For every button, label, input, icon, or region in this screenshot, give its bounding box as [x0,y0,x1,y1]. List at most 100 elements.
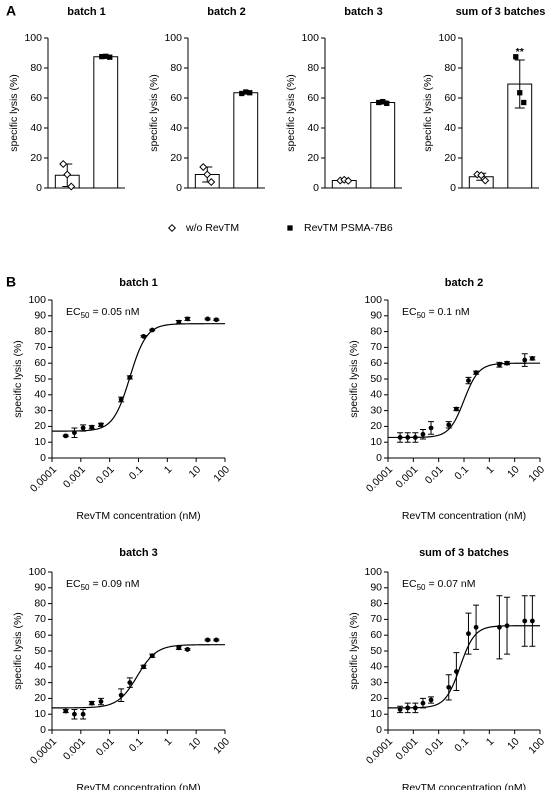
y-tick-label: 10 [370,708,382,720]
y-tick-label: 80 [34,597,46,609]
point [453,406,459,412]
y-tick-label: 40 [34,661,46,673]
x-tick-label: 0.01 [94,735,117,758]
y-tick-label: 100 [164,32,182,44]
point [428,697,434,703]
annotation-subscript: 50 [417,583,426,592]
x-tick-label: 10 [187,463,204,480]
x-tick-label: 0.001 [61,735,88,762]
chart-title: batch 1 [119,277,158,289]
point [127,680,133,685]
y-tick-label: 90 [34,582,46,594]
y-tick-label: 40 [30,122,42,134]
fit-curve [387,625,540,709]
chart-title: batch 1 [67,6,106,18]
y-axis-label: specific lysis (%) [8,74,20,152]
y-tick-label: 0 [36,182,42,194]
x-tick-label: 0.1 [452,463,471,482]
point [247,90,253,96]
y-tick-label: 0 [40,724,46,736]
y-tick-label: 60 [34,629,46,641]
point [213,637,219,643]
y-tick-label: 100 [364,566,382,578]
y-tick-label: 70 [370,341,382,353]
point [522,618,528,624]
y-tick-label: 10 [34,436,46,448]
y-tick-label: 60 [34,357,46,369]
point [380,98,386,105]
point [205,637,211,643]
y-tick-label: 80 [34,325,46,337]
legend-label: RevTM PSMA-7B6 [304,222,393,234]
y-tick-label: 50 [370,645,382,657]
x-tick-label: 0.0001 [28,463,59,494]
chart-title: sum of 3 batches [456,6,546,18]
y-tick-label: 20 [170,152,182,164]
x-tick-label: 10 [187,735,204,752]
y-tick-label: 80 [370,597,382,609]
point [89,424,95,430]
point [473,624,479,630]
x-tick-label: 100 [211,735,232,756]
y-tick-label: 60 [170,92,182,104]
bar [370,102,396,189]
point [446,684,452,690]
panel-label: A [6,3,16,19]
x-tick-label: 0.0001 [364,463,395,494]
point [127,375,133,380]
error-bar [514,59,525,109]
point [376,99,382,106]
y-tick-label: 100 [438,32,456,44]
point [420,700,426,706]
point [397,435,403,440]
point [176,645,182,651]
annotation-text: = 0.09 nM [93,578,140,590]
annotation: EC50 = 0.1 nM [402,306,470,320]
annotation-text: = 0.1 nM [429,306,470,318]
point [185,316,190,322]
chart-title: sum of 3 batches [419,547,509,559]
y-tick-label: 30 [370,404,382,416]
y-tick-label: 40 [34,389,46,401]
annotation-text: = 0.05 nM [93,306,140,318]
point [466,631,471,637]
y-axis-label: specific lysis (%) [12,340,24,418]
x-tick-label: 0.01 [423,735,446,758]
point [107,54,113,60]
y-tick-label: 20 [34,692,46,704]
annotation-text: EC [402,578,417,590]
y-tick-label: 40 [170,122,182,134]
x-axis-label: RevTM concentration (nM) [402,510,526,522]
y-tick-label: 20 [34,420,46,432]
y-tick-label: 100 [301,32,319,44]
y-tick-label: 60 [307,92,319,104]
y-tick-label: 100 [28,566,46,578]
point [477,171,486,180]
x-tick-label: 1 [484,463,497,476]
y-tick-label: 30 [34,676,46,688]
x-tick-label: 1 [484,735,497,748]
annotation-text: = 0.07 nM [429,578,476,590]
legend-label: w/o RevTM [185,222,239,234]
y-tick-label: 10 [34,708,46,720]
point [72,711,77,717]
annotation-text: EC [66,306,81,318]
point [517,90,523,96]
y-tick-label: 80 [444,62,456,74]
point [481,176,490,185]
y-tick-label: 90 [370,310,382,322]
fit-curve [52,644,225,709]
point [67,182,76,191]
panel-label: B [6,274,16,290]
y-tick-label: 40 [307,122,319,134]
point [405,705,411,711]
y-tick-label: 0 [376,724,382,736]
point [504,360,510,366]
point [497,362,502,368]
y-tick-label: 20 [30,152,42,164]
y-tick-label: 70 [34,341,46,353]
point [63,433,69,439]
y-axis-label: specific lysis (%) [348,340,360,418]
bar [233,92,259,189]
y-tick-label: 50 [34,645,46,657]
